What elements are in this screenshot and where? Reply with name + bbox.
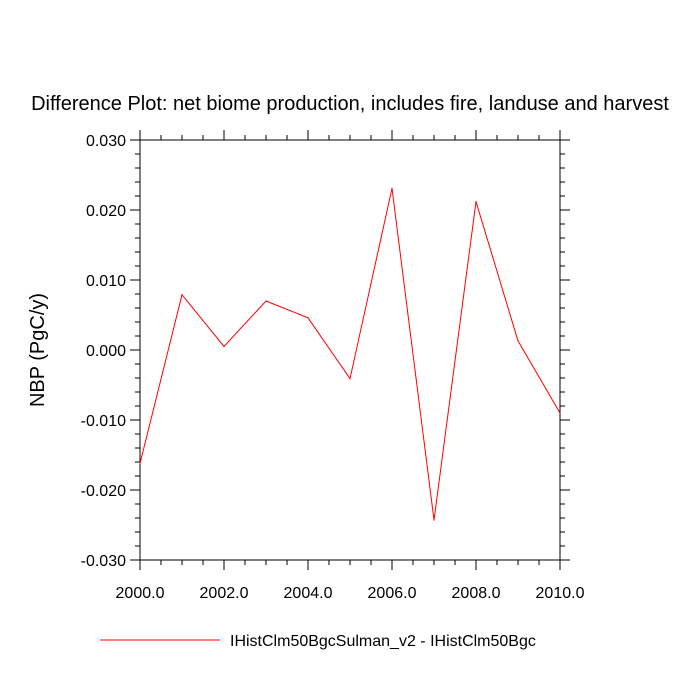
x-tick-label: 2002.0 bbox=[200, 585, 249, 602]
y-tick-label: -0.030 bbox=[81, 553, 126, 570]
y-tick-label: 0.000 bbox=[86, 343, 126, 360]
y-tick-label: 0.020 bbox=[86, 203, 126, 220]
data-point bbox=[349, 378, 351, 380]
x-tick-labels: 2000.0 2002.0 2004.0 2006.0 2008.0 2010.0 bbox=[116, 585, 585, 602]
y-tick-labels: -0.030 -0.020 -0.010 0.000 0.010 0.020 0.030 bbox=[81, 133, 126, 570]
series-layer bbox=[139, 187, 561, 521]
plot-frame bbox=[139, 139, 561, 561]
legend: IHistClm50BgcSulman_v2 - IHistClm50Bgc bbox=[100, 633, 536, 650]
y-axis-title: NBP (PgC/y) bbox=[27, 293, 49, 407]
data-point bbox=[391, 187, 393, 189]
data-point bbox=[181, 294, 183, 296]
data-point bbox=[559, 412, 561, 414]
x-tick-label: 2008.0 bbox=[452, 585, 501, 602]
data-point bbox=[433, 519, 435, 521]
legend-label: IHistClm50BgcSulman_v2 - IHistClm50Bgc bbox=[230, 633, 536, 650]
minor-ticks bbox=[135, 135, 565, 565]
data-point bbox=[139, 462, 141, 464]
data-point bbox=[517, 340, 519, 342]
y-tick-label: 0.030 bbox=[86, 133, 126, 150]
major-ticks bbox=[130, 130, 570, 570]
data-point bbox=[265, 300, 267, 302]
chart-title: Difference Plot: net biome production, i… bbox=[31, 93, 669, 115]
y-tick-label: -0.010 bbox=[81, 413, 126, 430]
data-point bbox=[307, 317, 309, 319]
x-tick-label: 2010.0 bbox=[536, 585, 585, 602]
data-point bbox=[475, 201, 477, 203]
x-tick-label: 2004.0 bbox=[284, 585, 333, 602]
data-point bbox=[223, 345, 225, 348]
y-tick-label: 0.010 bbox=[86, 273, 126, 290]
x-tick-label: 2000.0 bbox=[116, 585, 165, 602]
y-tick-label: -0.020 bbox=[81, 483, 126, 500]
series-line bbox=[139, 188, 561, 521]
x-tick-label: 2006.0 bbox=[368, 585, 417, 602]
